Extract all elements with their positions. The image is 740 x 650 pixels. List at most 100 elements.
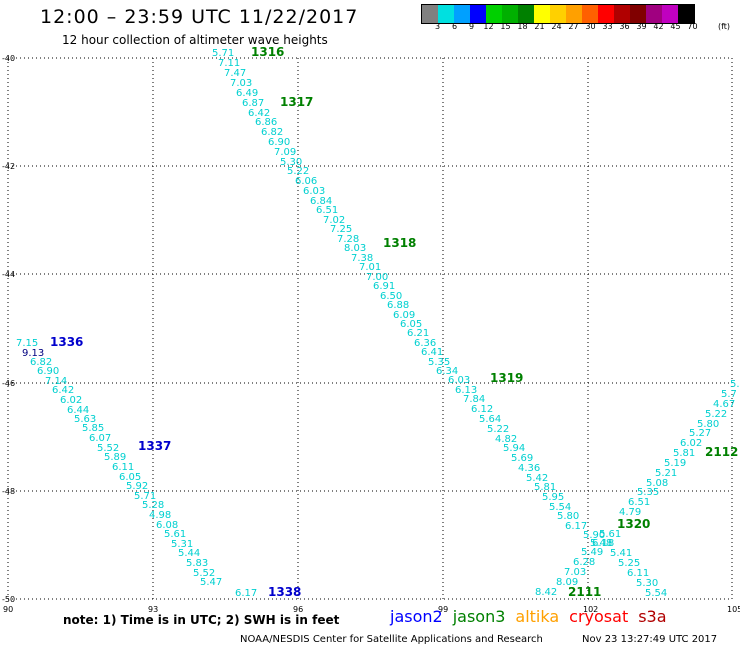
wave-height-value: 5.22 <box>287 166 309 177</box>
legend-swatch <box>486 5 502 23</box>
wave-height-value: 6.02 <box>60 395 82 406</box>
legend-swatch <box>646 5 662 23</box>
wave-height-value: 5.35 <box>428 357 450 368</box>
legend-label: 45 <box>670 22 681 31</box>
wave-height-value: 6.41 <box>421 347 443 358</box>
wave-height-value: 5.71 <box>134 491 156 502</box>
legend-swatch <box>678 5 694 23</box>
footer-credit: NOAA/NESDIS Center for Satellite Applica… <box>240 634 543 645</box>
satellite-name: s3a <box>638 607 667 626</box>
wave-height-value: 5.31 <box>171 539 193 550</box>
wave-height-value: 6.08 <box>156 520 178 531</box>
wave-height-value: 5.80 <box>697 419 719 430</box>
wave-height-value: 4.36 <box>518 463 540 474</box>
legend-swatch <box>598 5 614 23</box>
legend-swatch <box>550 5 566 23</box>
wave-height-value: 5.80 <box>557 511 579 522</box>
wave-height-value: 7.25 <box>330 224 352 235</box>
wave-height-value: 5.47 <box>200 577 222 588</box>
wave-height-value: 4.98 <box>149 510 171 521</box>
wave-height-value: 5.89 <box>104 452 126 463</box>
wave-height-value: 7.38 <box>351 253 373 264</box>
wave-height-value: 6.42 <box>248 108 270 119</box>
wave-height-value: 5.28 <box>142 500 164 511</box>
wave-height-value: 5.54 <box>645 588 667 599</box>
legend-swatch <box>566 5 582 23</box>
wave-height-value: 5.83 <box>186 558 208 569</box>
footer-timestamp: Nov 23 13:27:49 UTC 2017 <box>582 634 718 645</box>
wave-height-value: 6.91 <box>373 281 395 292</box>
wave-height-value: 4.82 <box>495 434 517 445</box>
wave-height-value: 5.81 <box>534 482 556 493</box>
lon-tick-label: 93 <box>148 605 158 614</box>
lat-tick-label: -48 <box>2 487 15 496</box>
footer-note: note: 1) Time is in UTC; 2) SWH is in fe… <box>63 613 340 627</box>
wave-height-value: 9.13 <box>22 348 44 359</box>
wave-height-value: 5.85 <box>82 423 104 434</box>
lon-tick-label: 99 <box>438 605 448 614</box>
legend-swatch <box>662 5 678 23</box>
wave-height-value: 5.27 <box>689 428 711 439</box>
wave-height-value: 7.01 <box>359 262 381 273</box>
wave-height-value: 6.51 <box>316 205 338 216</box>
wave-height-value: 6.28 <box>573 557 595 568</box>
wave-height-value: 6.03 <box>303 186 325 197</box>
wave-height-value: 5.64 <box>479 414 501 425</box>
pass-number-label: 1316 <box>251 45 284 59</box>
wave-height-value: 5.52 <box>193 568 215 579</box>
wave-height-value: 6.82 <box>30 357 52 368</box>
lon-tick-label: 90 <box>3 605 13 614</box>
lat-tick-label: -44 <box>2 270 15 279</box>
pass-number-label: 2111 <box>568 585 601 599</box>
legend-swatch <box>614 5 630 23</box>
legend-label: 42 <box>653 22 664 31</box>
wave-height-value: 5.54 <box>549 502 571 513</box>
legend-swatch <box>454 5 470 23</box>
wave-height-value: 8.42 <box>535 587 557 598</box>
satellite-legend: jason2 jason3 altika cryosat s3a <box>390 607 677 626</box>
wave-height-value: 5.42 <box>526 473 548 484</box>
wave-height-value: 5.25 <box>618 558 640 569</box>
wave-height-value: 6.18 <box>592 538 614 549</box>
wave-height-value: 6.50 <box>380 291 402 302</box>
wave-height-value: 6.88 <box>387 300 409 311</box>
legend-labels: 3 6 9 12 15 18 21 24 27 30 33 36 39 42 45 70 <box>421 22 701 31</box>
legend-swatch <box>502 5 518 23</box>
wave-height-value: 6.90 <box>37 366 59 377</box>
wave-height-value: 6.07 <box>89 433 111 444</box>
legend-swatch <box>534 5 550 23</box>
legend-label: 39 <box>636 22 647 31</box>
legend-label: 27 <box>568 22 579 31</box>
wave-height-value: 6.49 <box>236 88 258 99</box>
wave-height-value: 6.17 <box>565 521 587 532</box>
wave-height-value: 4.67 <box>713 399 735 410</box>
wave-height-value: 5.41 <box>610 548 632 559</box>
lon-tick-label: 105 <box>727 605 740 614</box>
wave-height-value: 4.79 <box>619 507 641 518</box>
wave-height-value: 6.82 <box>261 127 283 138</box>
wave-height-value: 5.81 <box>673 448 695 459</box>
wave-height-value: 7.47 <box>224 68 246 79</box>
wave-height-value: 8.03 <box>344 243 366 254</box>
wave-height-value: 5.22 <box>487 424 509 435</box>
wave-height-value: 5.63 <box>74 414 96 425</box>
satellite-name: jason3 <box>452 607 506 626</box>
wave-height-value: 7.09 <box>274 147 296 158</box>
lat-tick-label: -50 <box>2 595 15 604</box>
pass-number-label: 1318 <box>383 236 416 250</box>
pass-number-label: 1338 <box>268 585 301 599</box>
wave-height-value: 7.02 <box>323 215 345 226</box>
wave-height-value: 5.61 <box>599 529 621 540</box>
legend-label: 18 <box>517 22 528 31</box>
wave-height-value: 7.03 <box>564 567 586 578</box>
legend-unit: (ft) <box>718 22 731 31</box>
legend-swatch <box>518 5 534 23</box>
legend-label: 3 <box>434 22 441 31</box>
wave-height-value: 5.61 <box>164 529 186 540</box>
wave-height-value: 5.30 <box>636 578 658 589</box>
legend-label: 70 <box>687 22 698 31</box>
satellite-name: cryosat <box>569 607 629 626</box>
wave-height-value: 6.03 <box>448 375 470 386</box>
lat-tick-label: -42 <box>2 162 15 171</box>
